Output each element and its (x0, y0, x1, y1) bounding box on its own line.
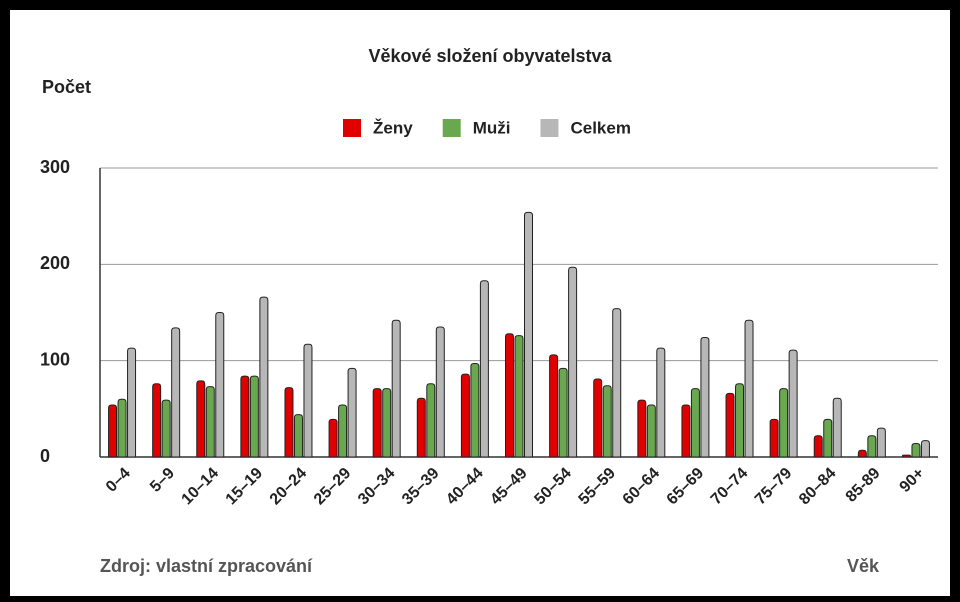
bar (479, 280, 489, 458)
bar (832, 397, 842, 458)
bar (127, 347, 137, 458)
bar (171, 327, 181, 458)
bar (117, 398, 127, 458)
bar (725, 392, 735, 458)
bar (637, 399, 647, 458)
bar (372, 388, 382, 458)
x-tick-label: 80–84 (796, 465, 840, 509)
x-tick-label: 40–44 (443, 465, 487, 509)
legend-swatch (540, 119, 559, 137)
bar (338, 404, 348, 458)
x-tick-label: 65–69 (664, 465, 708, 509)
bar (505, 333, 514, 458)
bar (788, 349, 798, 458)
bar (303, 343, 313, 458)
y-tick-label: 100 (40, 349, 70, 369)
bar (284, 387, 294, 458)
bar (690, 388, 700, 458)
x-tick-label: 75–79 (752, 465, 796, 509)
bar (867, 435, 877, 458)
bar (435, 326, 445, 458)
bar (205, 386, 215, 458)
x-tick-label: 5–9 (147, 465, 178, 496)
bar (215, 312, 225, 458)
bar (646, 404, 656, 458)
bar (612, 308, 622, 458)
y-axis-label: Počet (42, 77, 91, 97)
bar (382, 388, 392, 458)
legend-label: Ženy (373, 118, 413, 137)
x-tick-label: 70–74 (708, 465, 752, 509)
bar (876, 427, 886, 458)
bar (920, 440, 930, 458)
bar (161, 399, 171, 458)
bar (769, 418, 779, 458)
bar (259, 296, 269, 458)
bar (549, 354, 559, 458)
bar (901, 454, 911, 458)
bar (293, 414, 303, 458)
bar (328, 418, 338, 458)
bar (514, 335, 524, 458)
bar (240, 375, 250, 458)
bar (568, 266, 578, 458)
x-tick-label: 50–54 (531, 465, 575, 509)
y-tick-label: 300 (40, 157, 70, 177)
bar (249, 375, 259, 458)
bar (744, 319, 754, 458)
chart-title: Věkové složení obyvatelstva (368, 46, 612, 66)
x-tick-label: 20–24 (267, 465, 311, 509)
bar (426, 383, 436, 458)
y-tick-label: 200 (40, 253, 70, 273)
x-tick-label: 10–14 (179, 465, 223, 509)
x-tick-label: 0–4 (103, 465, 134, 496)
bar (602, 385, 612, 458)
bar (813, 435, 823, 458)
x-tick-label: 90+ (897, 465, 928, 496)
bar (524, 211, 533, 458)
bar (700, 337, 710, 458)
bar (558, 367, 568, 458)
bar (347, 367, 357, 458)
bar (656, 347, 666, 458)
legend-swatch (343, 119, 361, 137)
bar (593, 378, 603, 458)
bar (911, 443, 921, 458)
bar (416, 397, 426, 458)
x-tick-label: 35–39 (399, 465, 443, 509)
bar (460, 373, 470, 458)
source-note: Zdroj: vlastní zpracování (100, 556, 313, 576)
x-tick-label: 45–49 (487, 465, 531, 509)
x-tick-label: 85-89 (843, 465, 884, 506)
x-tick-label: 30–34 (355, 465, 399, 509)
bar (391, 319, 401, 458)
bar (152, 383, 162, 458)
legend-label: Celkem (570, 118, 630, 137)
bar (470, 363, 480, 458)
y-tick-label: 0 (40, 446, 50, 466)
bar (108, 404, 118, 458)
x-tick-label: 60–64 (620, 465, 664, 509)
bar (823, 418, 833, 458)
bar (857, 449, 867, 458)
bar (196, 380, 206, 458)
bar (681, 404, 691, 458)
legend-swatch (442, 119, 461, 137)
bar (735, 383, 745, 458)
x-tick-label: 15–19 (223, 465, 267, 509)
x-axis-label: Věk (847, 556, 880, 576)
x-tick-label: 55–59 (576, 465, 620, 509)
legend-label: Muži (473, 118, 511, 137)
bar (779, 388, 789, 458)
x-tick-label: 25–29 (311, 465, 355, 509)
